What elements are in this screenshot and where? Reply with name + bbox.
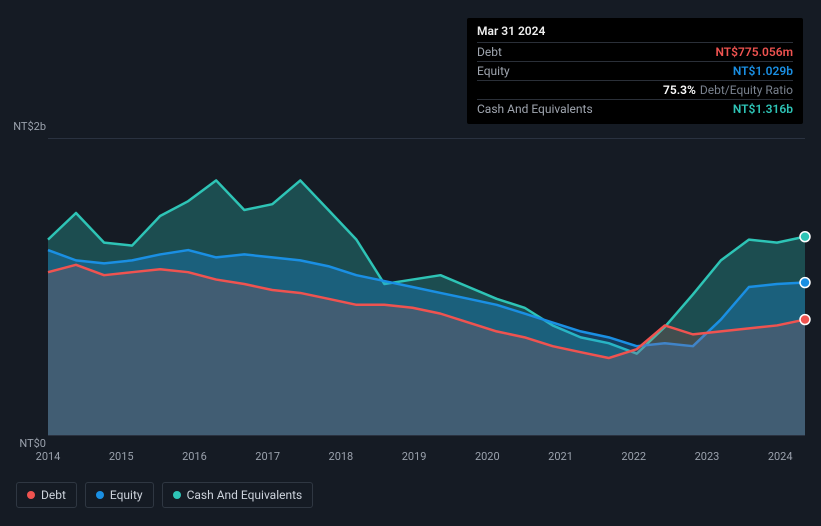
tooltip-value: NT$1.029b [733, 64, 793, 78]
chart: NT$2b NT$0 [16, 124, 805, 444]
x-tick-label: 2020 [475, 450, 500, 463]
y-axis-label-bottom: NT$0 [19, 437, 46, 450]
chart-svg [48, 139, 805, 435]
x-tick-label: 2016 [182, 450, 207, 463]
x-tick-label: 2022 [621, 450, 646, 463]
legend: Debt Equity Cash And Equivalents [16, 482, 313, 508]
x-tick-label: 2021 [548, 450, 573, 463]
chart-tooltip: Mar 31 2024 Debt NT$775.056m Equity NT$1… [467, 18, 803, 124]
x-tick-label: 2019 [402, 450, 427, 463]
legend-dot-icon [173, 491, 181, 499]
tooltip-label: Equity [477, 64, 510, 78]
plot-area[interactable] [48, 138, 805, 436]
y-axis-label-top: NT$2b [13, 120, 46, 133]
tooltip-label: Cash And Equivalents [477, 102, 593, 116]
legend-dot-icon [96, 491, 104, 499]
x-tick-label: 2024 [768, 450, 793, 463]
x-tick-label: 2018 [329, 450, 354, 463]
legend-label: Debt [41, 488, 66, 502]
legend-item-debt[interactable]: Debt [16, 482, 77, 508]
tooltip-label: Debt [477, 45, 502, 59]
legend-label: Cash And Equivalents [187, 488, 303, 502]
x-tick-label: 2014 [36, 450, 61, 463]
tooltip-value: NT$775.056m [715, 45, 793, 59]
x-axis: 2014201520162017201820192020202120222023… [48, 450, 805, 463]
tooltip-row-ratio: 75.3%Debt/Equity Ratio [477, 80, 793, 99]
legend-dot-icon [27, 491, 35, 499]
tooltip-row-cash: Cash And Equivalents NT$1.316b [477, 99, 793, 118]
tooltip-value: NT$1.316b [733, 102, 793, 116]
x-tick-label: 2015 [109, 450, 134, 463]
x-tick-label: 2017 [255, 450, 280, 463]
tooltip-date: Mar 31 2024 [477, 24, 793, 38]
tooltip-row-debt: Debt NT$775.056m [477, 42, 793, 61]
x-tick-label: 2023 [695, 450, 720, 463]
legend-label: Equity [110, 488, 143, 502]
tooltip-row-equity: Equity NT$1.029b [477, 61, 793, 80]
legend-item-equity[interactable]: Equity [85, 482, 154, 508]
tooltip-value: 75.3%Debt/Equity Ratio [663, 83, 793, 97]
legend-item-cash[interactable]: Cash And Equivalents [162, 482, 314, 508]
